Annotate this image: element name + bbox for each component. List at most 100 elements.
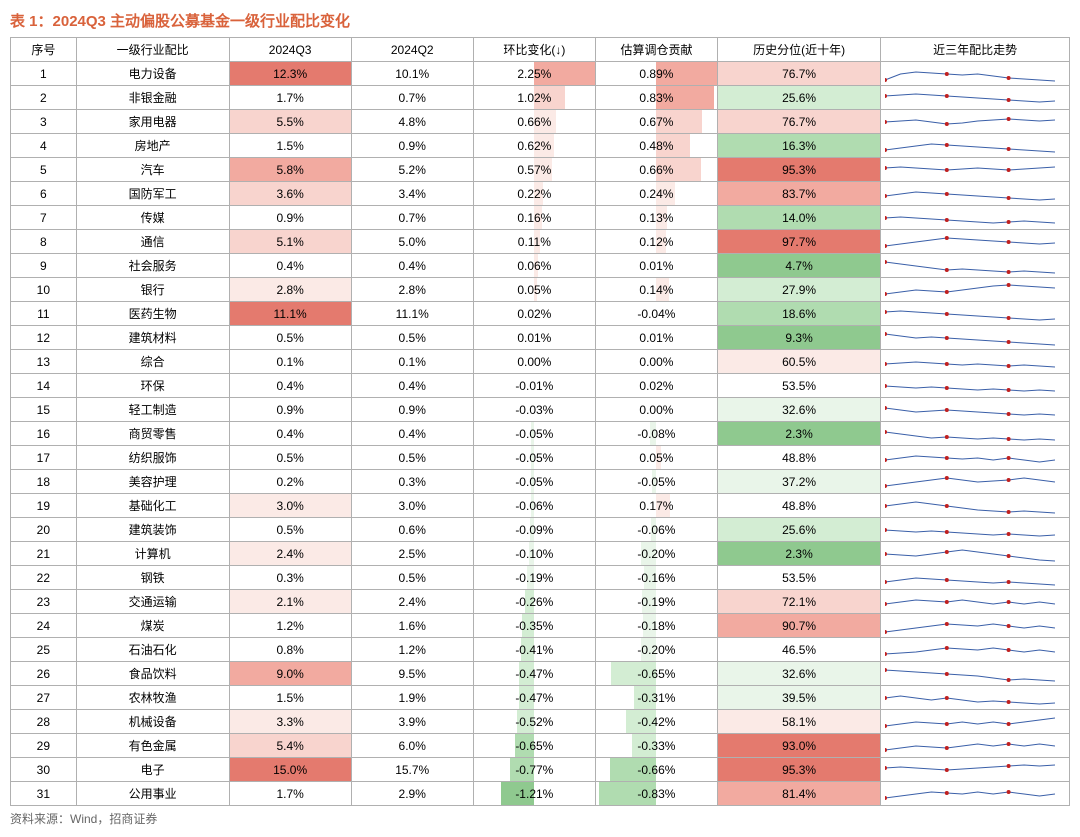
table-cell: 76.7%: [718, 62, 881, 86]
table-row: 12建筑材料0.5%0.5%0.01%0.01%9.3%: [11, 326, 1070, 350]
table-cell: -0.83%: [595, 782, 717, 806]
table-row: 21计算机2.4%2.5%-0.10%-0.20%2.3%: [11, 542, 1070, 566]
table-cell: 电子: [76, 758, 229, 782]
table-cell: 0.05%: [473, 278, 595, 302]
table-cell: 15: [11, 398, 77, 422]
table-cell: 19: [11, 494, 77, 518]
sparkline-cell: [881, 590, 1070, 614]
sparkline-cell: [881, 422, 1070, 446]
sparkline-cell: [881, 518, 1070, 542]
table-cell: 5: [11, 158, 77, 182]
table-cell: 11.1%: [351, 302, 473, 326]
table-cell: 13: [11, 350, 77, 374]
table-cell: 18.6%: [718, 302, 881, 326]
table-cell: 0.02%: [473, 302, 595, 326]
table-cell: 0.48%: [595, 134, 717, 158]
table-cell: 0.06%: [473, 254, 595, 278]
table-cell: 53.5%: [718, 374, 881, 398]
table-cell: 1.7%: [229, 86, 351, 110]
table-cell: 0.67%: [595, 110, 717, 134]
table-cell: 2: [11, 86, 77, 110]
table-cell: -0.19%: [595, 590, 717, 614]
table-cell: -0.03%: [473, 398, 595, 422]
table-cell: 1.6%: [351, 614, 473, 638]
table-cell: 93.0%: [718, 734, 881, 758]
table-cell: 0.9%: [229, 206, 351, 230]
table-cell: 0.17%: [595, 494, 717, 518]
table-cell: 1.02%: [473, 86, 595, 110]
table-row: 9社会服务0.4%0.4%0.06%0.01%4.7%: [11, 254, 1070, 278]
table-cell: 有色金属: [76, 734, 229, 758]
table-cell: 60.5%: [718, 350, 881, 374]
table-cell: 1: [11, 62, 77, 86]
sparkline-cell: [881, 494, 1070, 518]
table-cell: 综合: [76, 350, 229, 374]
sparkline-cell: [881, 182, 1070, 206]
table-cell: 0.5%: [351, 446, 473, 470]
table-cell: 1.5%: [229, 686, 351, 710]
table-row: 17纺织服饰0.5%0.5%-0.05%0.05%48.8%: [11, 446, 1070, 470]
table-cell: 通信: [76, 230, 229, 254]
col-header: 2024Q3: [229, 38, 351, 62]
table-cell: -0.77%: [473, 758, 595, 782]
table-cell: 0.9%: [351, 398, 473, 422]
table-row: 13综合0.1%0.1%0.00%0.00%60.5%: [11, 350, 1070, 374]
table-cell: 1.2%: [229, 614, 351, 638]
table-row: 15轻工制造0.9%0.9%-0.03%0.00%32.6%: [11, 398, 1070, 422]
table-cell: 46.5%: [718, 638, 881, 662]
table-cell: 煤炭: [76, 614, 229, 638]
table-cell: 电力设备: [76, 62, 229, 86]
table-cell: 18: [11, 470, 77, 494]
table-cell: -0.16%: [595, 566, 717, 590]
table-row: 28机械设备3.3%3.9%-0.52%-0.42%58.1%: [11, 710, 1070, 734]
table-cell: 3.3%: [229, 710, 351, 734]
table-cell: 2.3%: [718, 542, 881, 566]
table-header-row: 序号一级行业配比2024Q32024Q2环比变化(↓)估算调仓贡献历史分位(近十…: [11, 38, 1070, 62]
table-cell: 0.89%: [595, 62, 717, 86]
table-row: 19基础化工3.0%3.0%-0.06%0.17%48.8%: [11, 494, 1070, 518]
table-cell: 0.16%: [473, 206, 595, 230]
sparkline-cell: [881, 110, 1070, 134]
sparkline-cell: [881, 662, 1070, 686]
table-cell: 26: [11, 662, 77, 686]
table-cell: 32.6%: [718, 662, 881, 686]
table-cell: 0.4%: [351, 422, 473, 446]
table-cell: -0.20%: [595, 542, 717, 566]
table-cell: 9.5%: [351, 662, 473, 686]
table-cell: -0.05%: [595, 470, 717, 494]
table-cell: 社会服务: [76, 254, 229, 278]
table-cell: 2.5%: [351, 542, 473, 566]
table-cell: 农林牧渔: [76, 686, 229, 710]
table-cell: 6.0%: [351, 734, 473, 758]
table-cell: 0.00%: [595, 350, 717, 374]
sparkline-cell: [881, 62, 1070, 86]
table-cell: -0.47%: [473, 662, 595, 686]
table-cell: 0.9%: [229, 398, 351, 422]
table-cell: 9: [11, 254, 77, 278]
sparkline-cell: [881, 734, 1070, 758]
table-cell: 0.00%: [595, 398, 717, 422]
table-cell: 5.0%: [351, 230, 473, 254]
table-cell: 0.4%: [351, 254, 473, 278]
table-cell: 17: [11, 446, 77, 470]
table-cell: 0.66%: [473, 110, 595, 134]
table-cell: 0.13%: [595, 206, 717, 230]
table-row: 18美容护理0.2%0.3%-0.05%-0.05%37.2%: [11, 470, 1070, 494]
table-cell: 15.0%: [229, 758, 351, 782]
table-cell: -0.20%: [595, 638, 717, 662]
table-cell: 48.8%: [718, 446, 881, 470]
table-row: 7传媒0.9%0.7%0.16%0.13%14.0%: [11, 206, 1070, 230]
table-cell: 11.1%: [229, 302, 351, 326]
table-cell: 15.7%: [351, 758, 473, 782]
col-header: 估算调仓贡献: [595, 38, 717, 62]
table-cell: -0.18%: [595, 614, 717, 638]
table-row: 29有色金属5.4%6.0%-0.65%-0.33%93.0%: [11, 734, 1070, 758]
table-cell: 10: [11, 278, 77, 302]
table-cell: 国防军工: [76, 182, 229, 206]
sparkline-cell: [881, 158, 1070, 182]
table-cell: 0.7%: [351, 86, 473, 110]
table-cell: -0.05%: [473, 422, 595, 446]
table-cell: 39.5%: [718, 686, 881, 710]
table-row: 16商贸零售0.4%0.4%-0.05%-0.08%2.3%: [11, 422, 1070, 446]
table-row: 11医药生物11.1%11.1%0.02%-0.04%18.6%: [11, 302, 1070, 326]
